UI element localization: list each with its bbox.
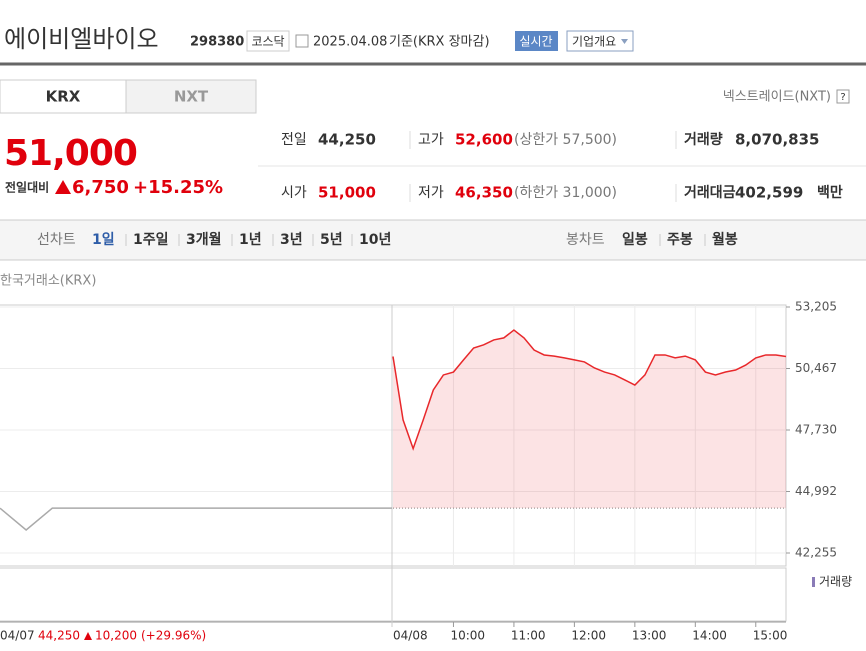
x-tick-label: 11:00 (511, 629, 546, 643)
prev-change: 10,200 (95, 629, 137, 643)
x-tick-label: 15:00 (753, 629, 788, 643)
help-box[interactable] (836, 89, 850, 104)
basis: 기준(KRX 장마감) (389, 35, 490, 50)
tab-nxt[interactable] (125, 79, 257, 114)
stat-value: 46,350 (455, 184, 513, 202)
dropdown-icon (621, 39, 628, 44)
x-tick-label: 10:00 (450, 629, 485, 643)
period-button[interactable]: 5년 (320, 232, 343, 248)
stock-name: 에이비엘바이오 (4, 25, 159, 53)
tab-krx[interactable] (0, 79, 127, 114)
stat-value: 52,600 (455, 131, 513, 149)
period-button[interactable]: 1일 (92, 232, 115, 248)
stat-value: 8,070,835 (735, 131, 819, 149)
x-tick-label: 13:00 (632, 629, 667, 643)
up-icon (55, 180, 71, 194)
market: 코스닥 (251, 35, 284, 49)
change-rate: +15.25% (133, 177, 223, 198)
period-button[interactable]: 주봉 (667, 232, 693, 248)
stats: 전일 44,250 고가 52,600 (상한가 57,500) 거래량 8,070,835… (281, 131, 843, 202)
period-button[interactable]: 1주일 (133, 232, 169, 248)
period-button[interactable]: 10년 (359, 232, 391, 248)
prev-change-rate: (+29.96%) (141, 629, 206, 643)
stat-label: 전일 (281, 132, 307, 148)
area (393, 330, 786, 509)
candle-chart-label: 봉차트 (566, 232, 605, 248)
periods: 1일 1주일 3개월 1년 3년 5년 10년 일봉 주봉 월봉 (92, 231, 738, 248)
change-label: 전일대비 (5, 180, 49, 195)
volume-legend-swatch (812, 577, 815, 587)
stat-label: 시가 (281, 185, 307, 201)
period-button[interactable]: 3개월 (186, 231, 222, 248)
help[interactable]: ? (840, 92, 845, 103)
nxt-link[interactable]: 넥스트레이드(NXT) (723, 90, 831, 105)
stat-label: 고가 (418, 132, 444, 148)
company-info[interactable]: 기업개요 (572, 35, 616, 49)
period-button[interactable]: 일봉 (622, 232, 648, 248)
date: 2025.04.08 (313, 35, 387, 50)
stat-note: (하한가 31,000) (514, 185, 617, 201)
volume-label: 거래량 (819, 575, 852, 589)
y-tick-label: 53,205 (795, 300, 837, 314)
realtime-button[interactable] (515, 31, 558, 51)
stat-value: 51,000 (318, 184, 376, 202)
prev-close: 44,250 (38, 629, 80, 643)
y-tick-label: 44,992 (795, 484, 837, 498)
chart-subtitle: 한국거래소(KRX) (0, 274, 96, 289)
stat-label: 거래대금 (684, 185, 736, 201)
tab-label[interactable]: NXT (174, 88, 209, 106)
company-info-button[interactable] (566, 30, 634, 52)
period-bar (0, 219, 866, 261)
stock-code: 298380 (190, 35, 244, 50)
period-button[interactable]: 1년 (239, 232, 262, 248)
stat-value: 402,599 (735, 184, 803, 202)
price-line (392, 329, 787, 451)
stat-note: (상한가 57,500) (514, 132, 617, 148)
day-date: 04/08 (393, 629, 428, 643)
x-tick-label: 14:00 (692, 629, 727, 643)
volume-frame (0, 567, 787, 622)
prev-day-line (0, 507, 392, 531)
y-tick-label: 42,255 (795, 546, 837, 560)
current-price: 51,000 (4, 133, 137, 174)
stat-label: 거래량 (684, 132, 723, 148)
stat-label: 저가 (418, 185, 444, 201)
tab-label[interactable]: KRX (46, 88, 81, 106)
y-tick-label: 50,467 (795, 361, 837, 375)
up-icon (84, 632, 92, 640)
y-tick-label: 47,730 (795, 423, 837, 437)
stat-value: 44,250 (318, 131, 376, 149)
change: 6,750 (72, 177, 129, 198)
stat-unit: 백만 (817, 185, 843, 201)
line-chart-label: 선차트 (37, 232, 76, 248)
chart: 53,205 50,467 47,730 44,992 42,255 10:00 11:00… (0, 300, 837, 643)
market-badge (246, 30, 290, 52)
calendar-icon (295, 34, 309, 48)
prev-date: 04/07 (0, 629, 35, 643)
x-tick-label: 12:00 (571, 629, 606, 643)
period-button[interactable]: 월봉 (712, 231, 738, 248)
realtime[interactable]: 실시간 (519, 35, 552, 49)
period-button[interactable]: 3년 (280, 232, 303, 248)
